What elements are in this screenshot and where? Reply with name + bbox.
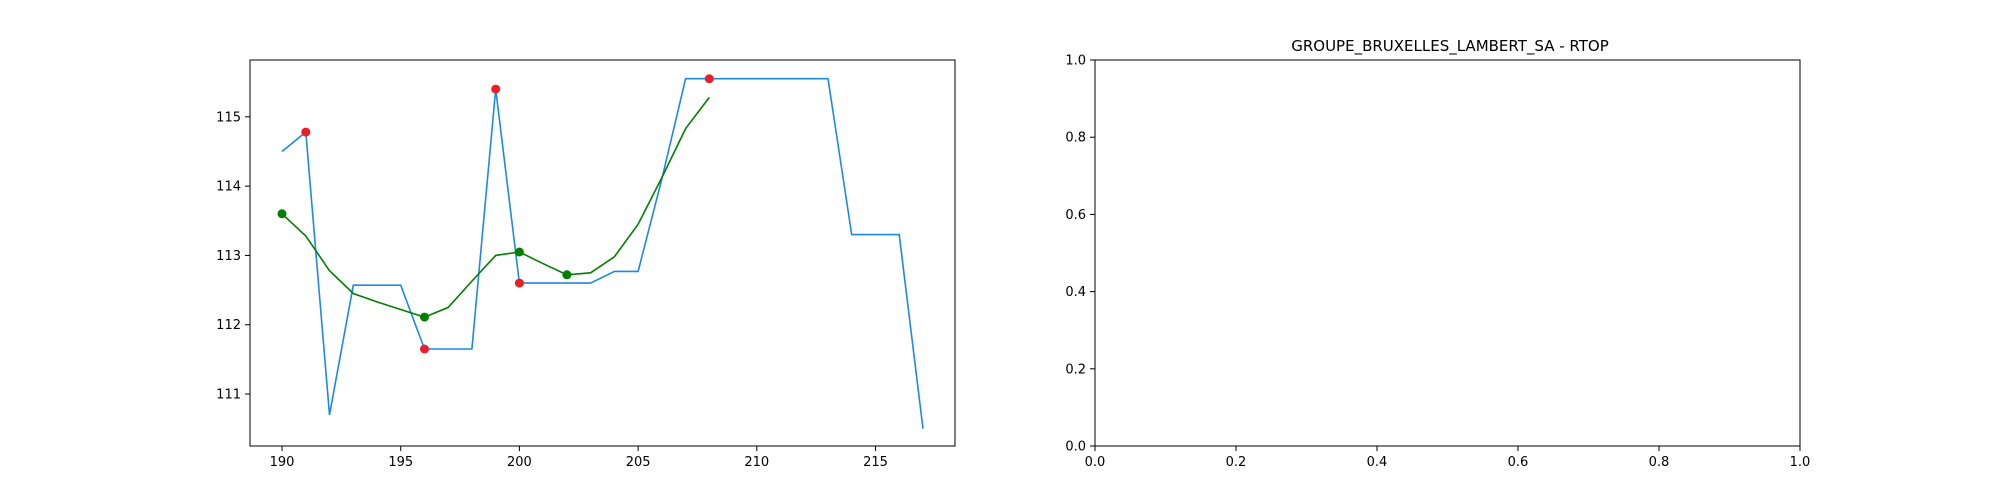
data-point: [514, 278, 524, 288]
x-axis: 190 195 200 205 210 215: [270, 446, 888, 470]
y-tick-label: 115: [216, 110, 241, 125]
axes-frame: [249, 59, 956, 447]
data-point: [491, 84, 501, 94]
y-tick-label: 0.6: [1065, 208, 1086, 223]
data-point: [704, 74, 714, 84]
chart-title: GROUPE_BRUXELLES_LAMBERT_SA - RTOP: [1291, 37, 1609, 56]
x-tick-label: 205: [626, 455, 651, 470]
y-tick-label: 0.8: [1065, 131, 1086, 146]
plot-area: [277, 74, 924, 429]
data-point: [514, 247, 524, 257]
data-point: [562, 270, 572, 280]
data-point: [420, 344, 429, 354]
data-point: [277, 209, 287, 219]
price-chart: 190 195 200 205 210 215 111 112 113 114 115: [216, 59, 956, 470]
x-tick-label: 190: [270, 455, 295, 470]
y-tick-label: 0.0: [1065, 440, 1086, 455]
y-tick-label: 112: [216, 318, 241, 333]
y-tick-label: 111: [216, 388, 241, 403]
data-point: [420, 312, 429, 322]
y-tick-label: 1.0: [1065, 54, 1086, 69]
x-axis: 0.0 0.2 0.4 0.6 0.8 1.0: [1085, 446, 1811, 470]
axes-frame: [1094, 59, 1801, 447]
series-line-0: [281, 77, 924, 429]
x-tick-label: 0.8: [1649, 455, 1670, 470]
y-tick-label: 113: [216, 249, 241, 264]
y-axis: 111 112 113 114 115: [216, 110, 250, 403]
y-tick-label: 0.2: [1065, 362, 1086, 377]
y-tick-label: 0.4: [1065, 285, 1086, 300]
x-tick-label: 210: [744, 455, 769, 470]
x-tick-label: 0.0: [1085, 455, 1106, 470]
x-tick-label: 0.4: [1367, 455, 1388, 470]
x-tick-label: 200: [507, 455, 532, 470]
x-tick-label: 1.0: [1790, 455, 1811, 470]
y-tick-label: 114: [216, 180, 241, 195]
x-tick-label: 0.6: [1508, 455, 1529, 470]
y-axis: 0.0 0.2 0.4 0.6 0.8 1.0: [1065, 54, 1095, 455]
x-tick-label: 215: [863, 455, 888, 470]
rtop-chart: GROUPE_BRUXELLES_LAMBERT_SA - RTOP 0.0 0.…: [1065, 37, 1810, 470]
x-tick-label: 0.2: [1226, 455, 1247, 470]
data-point: [301, 127, 311, 137]
x-tick-label: 195: [388, 455, 413, 470]
series-line-1: [281, 96, 710, 318]
